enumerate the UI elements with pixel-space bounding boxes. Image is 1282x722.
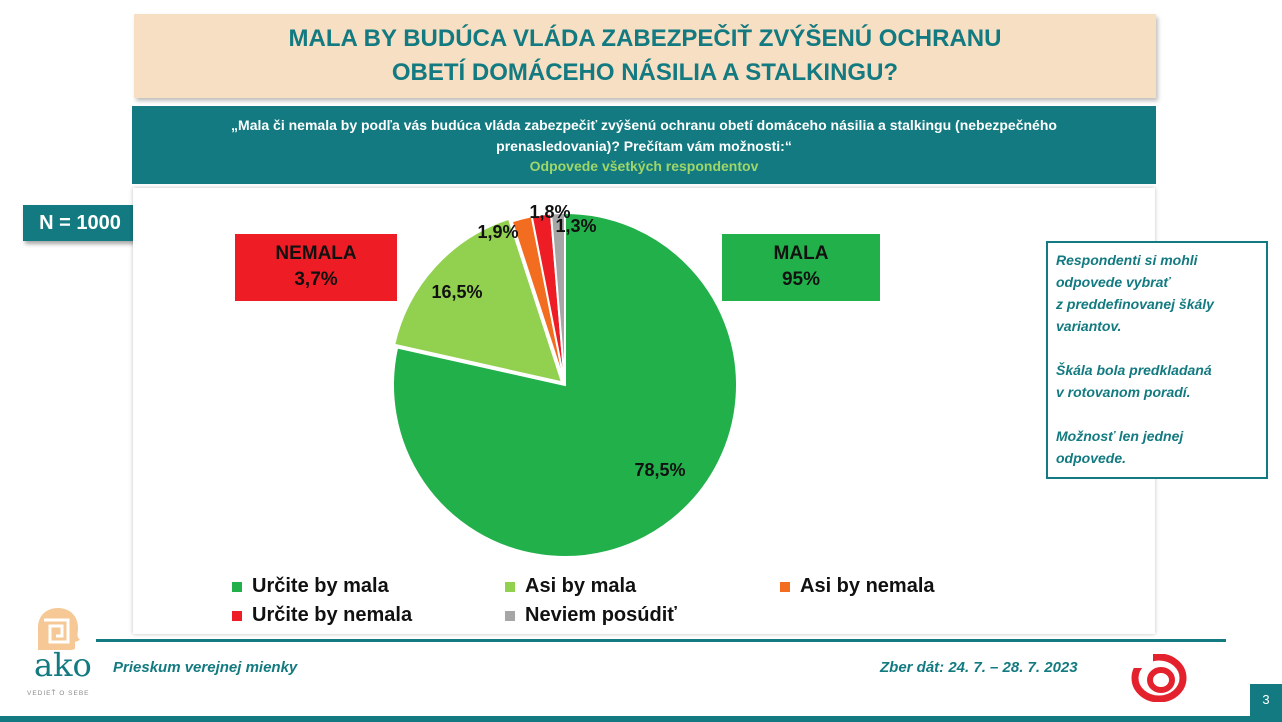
legend-label: Neviem posúdiť [525, 604, 677, 626]
question-text: „Mala či nemala by podľa vás budúca vlád… [231, 117, 1057, 154]
pie-slice-2 [392, 217, 564, 384]
methodology-note: Respondenti si mohli odpovede vybrať z p… [1046, 241, 1268, 479]
legend-item-2: Asi by mala [505, 575, 636, 598]
partner-spiral-logo [1131, 654, 1187, 702]
note-paragraph-2: Škála bola predkladaná v rotovanom porad… [1056, 362, 1212, 400]
legend-swatch [505, 610, 515, 621]
footer-divider [96, 639, 1226, 642]
mala-label: MALA [773, 243, 829, 264]
legend-item-1: Určite by mala [232, 575, 389, 598]
bottom-border [0, 716, 1282, 722]
note-paragraph-3: Možnosť len jednej odpovede. [1056, 428, 1184, 466]
legend-label: Určite by mala [252, 575, 389, 597]
mala-value: 95% [781, 269, 821, 290]
pie-data-label-3: 1,9% [477, 222, 518, 242]
legend-item-5: Neviem posúdiť [505, 604, 677, 627]
page-number: 3 [1250, 684, 1282, 716]
footer-survey-label: Prieskum verejnej mienky [113, 659, 298, 676]
legend-swatch [505, 581, 515, 592]
sample-size-badge: N = 1000 [23, 205, 137, 241]
pie-data-label-2: 16,5% [431, 282, 482, 302]
question-subtitle: Odpovede všetkých respondentov [529, 158, 759, 174]
nemala-label: NEMALA [275, 243, 357, 264]
logo-tagline: VEDIEŤ O SEBE [27, 690, 90, 697]
page-title: MALA BY BUDÚCA VLÁDA ZABEZPEČIŤ ZVÝŠENÚ … [288, 25, 1002, 86]
note-paragraph-1: Respondenti si mohli odpovede vybrať z p… [1056, 252, 1214, 334]
legend-label: Asi by nemala [800, 575, 935, 597]
title-banner: MALA BY BUDÚCA VLÁDA ZABEZPEČIŤ ZVÝŠENÚ … [134, 14, 1156, 98]
nemala-value: 3,7% [294, 269, 338, 290]
logo-text: ako [34, 646, 92, 684]
nemala-summary-box: NEMALA 3,7% [235, 234, 397, 301]
pie-slice-5 [549, 211, 566, 386]
mala-summary-box: MALA 95% [722, 234, 880, 301]
legend-label: Asi by mala [525, 575, 637, 597]
question-banner: „Mala či nemala by podľa vás budúca vlád… [132, 106, 1156, 184]
legend-item-4: Určite by nemala [232, 604, 412, 627]
legend-swatch [232, 581, 242, 592]
pie-data-label-5: 1,3% [555, 216, 596, 236]
ako-head-logo [38, 608, 80, 650]
legend-swatch [232, 610, 242, 621]
footer-date-range: Zber dát: 24. 7. – 28. 7. 2023 [880, 659, 1078, 676]
legend-swatch [780, 581, 790, 592]
legend-item-3: Asi by nemala [780, 575, 935, 598]
pie-data-label-4: 1,8% [529, 202, 570, 222]
pie-data-label-1: 78,5% [634, 460, 685, 480]
legend-label: Určite by nemala [252, 604, 413, 626]
